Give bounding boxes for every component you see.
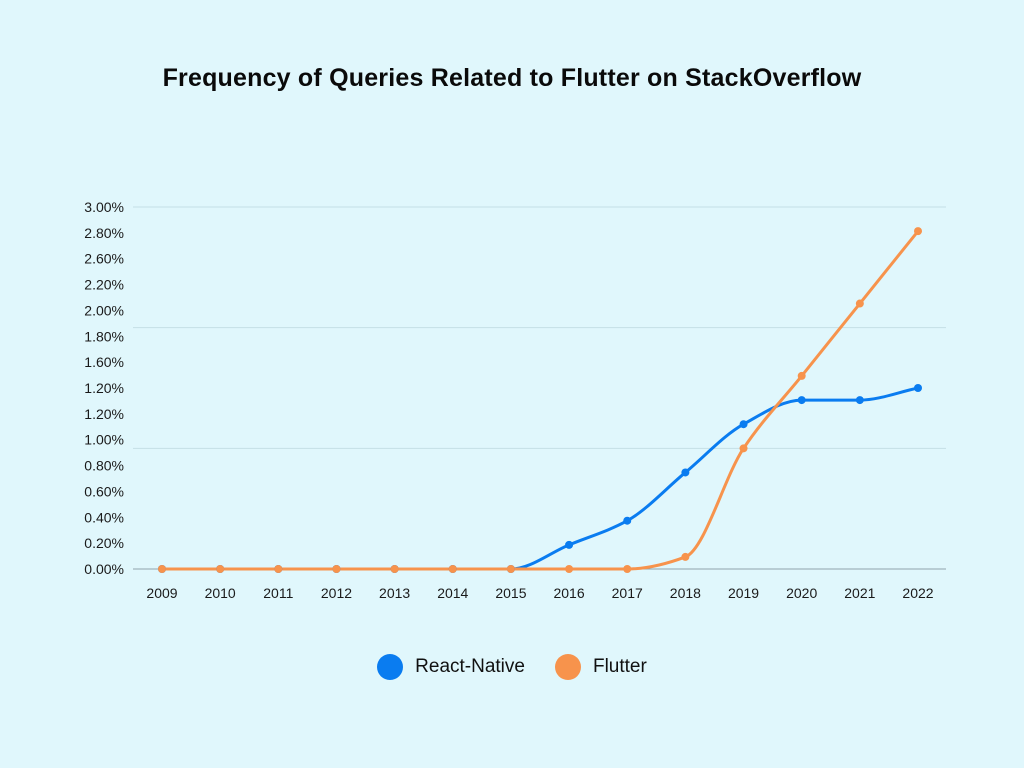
y-tick-label: 0.60% xyxy=(84,483,124,499)
data-point-flutter-2010[interactable] xyxy=(216,565,225,573)
y-tick-label: 1.20% xyxy=(84,380,124,396)
data-point-flutter-2011[interactable] xyxy=(274,565,283,573)
y-tick-label: 2.20% xyxy=(84,277,124,293)
data-point-flutter-2021[interactable] xyxy=(855,299,864,308)
legend-label-flutter: Flutter xyxy=(592,656,647,677)
y-tick-label: 0.40% xyxy=(84,509,124,525)
legend-marker-react-native xyxy=(377,654,404,680)
y-tick-label: 3.00% xyxy=(84,199,124,215)
data-point-flutter-2016[interactable] xyxy=(565,565,574,573)
y-tick-label: 2.80% xyxy=(84,225,124,241)
x-tick-label-2012: 2012 xyxy=(321,585,352,601)
data-point-flutter-2012[interactable] xyxy=(332,565,341,573)
x-tick-label-2019: 2019 xyxy=(728,585,759,601)
x-tick-label-2009: 2009 xyxy=(146,585,177,601)
y-tick-label: 0.20% xyxy=(84,535,124,551)
data-point-react-native-2019[interactable] xyxy=(739,420,748,429)
x-tick-label-2014: 2014 xyxy=(437,585,468,601)
x-tick-label-2018: 2018 xyxy=(670,585,701,601)
data-point-flutter-2017[interactable] xyxy=(623,565,632,573)
data-point-flutter-2014[interactable] xyxy=(448,565,457,573)
x-tick-label-2022: 2022 xyxy=(902,585,933,601)
x-tick-label-2013: 2013 xyxy=(379,585,410,601)
x-tick-label-2015: 2015 xyxy=(495,585,526,601)
legend-label-react-native: React-Native xyxy=(415,656,525,677)
legend-marker-flutter xyxy=(554,654,581,680)
y-tick-label: 2.00% xyxy=(84,302,124,318)
data-point-flutter-2013[interactable] xyxy=(390,565,399,573)
x-tick-label-2017: 2017 xyxy=(612,585,643,601)
x-axis-ticks: 2009 2010 2011 2012 2013 2014 2015 2016 2017 2018… xyxy=(146,585,933,601)
data-point-react-native-2021[interactable] xyxy=(855,396,864,405)
x-tick-label-2016: 2016 xyxy=(553,585,584,601)
data-point-react-native-2018[interactable] xyxy=(681,468,690,477)
data-point-flutter-2020[interactable] xyxy=(797,371,806,380)
y-tick-label: 1.00% xyxy=(84,432,124,448)
y-tick-label: 1.20% xyxy=(84,406,124,422)
chart-title: Frequency of Queries Related to Flutter … xyxy=(162,64,862,92)
data-point-react-native-2017[interactable] xyxy=(623,516,632,525)
y-tick-label: 1.80% xyxy=(84,328,124,344)
legend-item-flutter[interactable]: Flutter xyxy=(554,654,647,680)
y-tick-label: 0.80% xyxy=(84,458,124,474)
y-tick-label: 1.60% xyxy=(84,354,124,370)
y-tick-label: 2.60% xyxy=(84,251,124,267)
x-tick-label-2011: 2011 xyxy=(263,585,293,601)
legend-item-react-native[interactable]: React-Native xyxy=(377,654,525,680)
data-point-flutter-2022[interactable] xyxy=(914,227,922,236)
x-tick-label-2010: 2010 xyxy=(205,585,236,601)
series-points xyxy=(158,227,922,573)
x-tick-label-2021: 2021 xyxy=(844,585,875,601)
data-point-react-native-2020[interactable] xyxy=(797,396,806,405)
gridlines xyxy=(133,206,946,570)
y-tick-label: 0.00% xyxy=(84,561,124,577)
data-point-react-native-2016[interactable] xyxy=(565,540,574,549)
y-axis-ticks: 0.00% 0.20% 0.40% 0.60% 0.80% 1.00% 1.20% 1.20%… xyxy=(84,199,124,577)
x-tick-label-2020: 2020 xyxy=(786,585,817,601)
legend: React-Native Flutter xyxy=(0,654,1024,680)
series-line-react-native xyxy=(160,386,920,571)
data-point-flutter-2015[interactable] xyxy=(506,565,515,573)
data-point-flutter-2019[interactable] xyxy=(739,444,748,453)
data-point-flutter-2009[interactable] xyxy=(158,565,166,573)
data-point-react-native-2022[interactable] xyxy=(914,384,922,392)
data-point-flutter-2018[interactable] xyxy=(681,552,690,561)
